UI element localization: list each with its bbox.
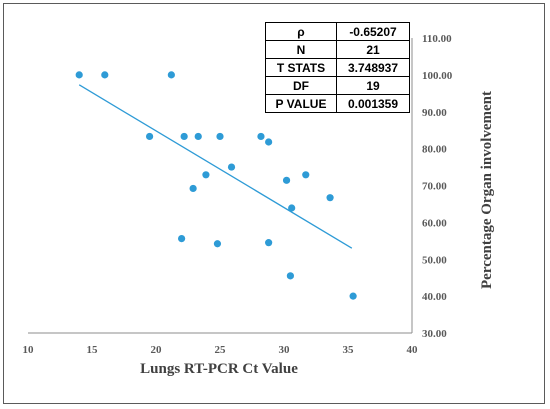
stats-row-t-stats: T STATS 3.748937 — [265, 58, 410, 77]
y-tick-label: 100.00 — [422, 70, 453, 82]
statistics-table: ρ -0.65207 N 21 T STATS 3.748937 DF 19 P… — [265, 22, 410, 113]
stats-label: T STATS — [265, 58, 337, 77]
y-tick-label: 60.00 — [422, 217, 447, 229]
stats-label: P VALUE — [265, 94, 337, 113]
data-point — [146, 132, 154, 141]
data-point — [75, 71, 83, 79]
y-tick-label: 90.00 — [422, 107, 447, 119]
data-point — [265, 239, 273, 247]
stats-value: 21 — [336, 40, 410, 59]
data-point — [194, 132, 202, 141]
data-point — [180, 132, 188, 141]
data-point — [286, 272, 294, 280]
x-tick-label: 40 — [407, 344, 419, 356]
stats-value: 0.001359 — [336, 94, 410, 113]
stats-label: N — [265, 40, 337, 59]
x-axis-title: Lungs RT-PCR Ct Value — [140, 361, 298, 377]
data-point — [167, 71, 175, 79]
stats-label: ρ — [265, 22, 337, 41]
trendline — [78, 84, 353, 249]
y-axis-title: Percentage Organ involvement — [479, 91, 495, 289]
trendline-group — [78, 84, 353, 249]
x-tick-label: 20 — [151, 344, 163, 356]
data-point — [302, 171, 310, 179]
x-tick-label: 25 — [215, 344, 227, 356]
y-tick-label: 80.00 — [422, 144, 447, 156]
stats-row-rho: ρ -0.65207 — [265, 22, 410, 41]
stats-value: 3.748937 — [336, 58, 410, 77]
y-tick-label: 30.00 — [422, 328, 447, 340]
stats-row-n: N 21 — [265, 40, 410, 59]
data-point — [202, 171, 210, 179]
stats-label: DF — [265, 76, 337, 95]
data-point — [178, 235, 186, 243]
x-tick-label: 35 — [343, 344, 355, 356]
data-point — [282, 176, 291, 184]
x-tick-label: 10 — [23, 344, 35, 356]
data-point — [227, 163, 236, 171]
x-tick-label: 15 — [87, 344, 99, 356]
axes — [28, 38, 413, 334]
data-point — [288, 204, 296, 212]
stats-row-df: DF 19 — [265, 76, 410, 95]
x-tick-labels: 10 15 20 25 30 35 40 — [23, 344, 419, 356]
data-point — [265, 138, 273, 146]
y-tick-label: 70.00 — [422, 181, 447, 193]
stats-row-p-value: P VALUE 0.001359 — [265, 94, 410, 113]
x-tick-label: 30 — [279, 344, 291, 356]
data-point — [216, 132, 224, 141]
y-tick-label: 50.00 — [422, 254, 447, 266]
stats-value: 19 — [336, 76, 410, 95]
data-point — [257, 132, 265, 141]
data-point — [101, 71, 109, 79]
data-point — [189, 184, 197, 193]
data-point — [326, 194, 334, 202]
y-tick-label: 110.00 — [422, 33, 452, 45]
data-points — [75, 71, 357, 300]
data-point — [349, 292, 357, 300]
stats-value: -0.65207 — [336, 22, 410, 41]
y-tick-label: 40.00 — [422, 291, 447, 303]
data-point — [213, 240, 222, 248]
y-tick-labels: 30.00 40.00 50.00 60.00 70.00 80.00 90.00 100.0… — [422, 33, 453, 340]
